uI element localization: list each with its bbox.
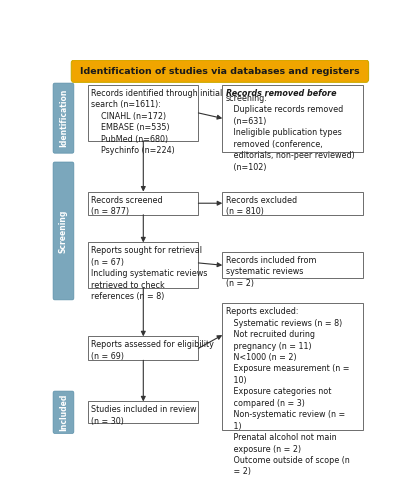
FancyBboxPatch shape (88, 85, 198, 141)
FancyBboxPatch shape (222, 85, 363, 152)
FancyBboxPatch shape (71, 60, 369, 82)
Text: Records excluded
(n = 810): Records excluded (n = 810) (225, 196, 297, 216)
FancyBboxPatch shape (88, 242, 198, 288)
Text: Identification: Identification (59, 89, 68, 148)
Text: Records identified through initial
search (n=1611):
    CINAHL (n=172)
    EMBAS: Records identified through initial searc… (91, 89, 222, 155)
Text: Identification of studies via databases and registers: Identification of studies via databases … (80, 66, 360, 76)
FancyBboxPatch shape (88, 402, 198, 422)
Text: Studies included in review
(n = 30): Studies included in review (n = 30) (91, 406, 197, 426)
FancyBboxPatch shape (222, 304, 363, 430)
FancyBboxPatch shape (222, 192, 363, 215)
FancyBboxPatch shape (53, 83, 74, 153)
FancyBboxPatch shape (53, 391, 74, 434)
Text: Reports assessed for eligibility
(n = 69): Reports assessed for eligibility (n = 69… (91, 340, 214, 360)
Text: screening:
   Duplicate records removed
   (n=631)
   Ineligible publication typ: screening: Duplicate records removed (n=… (225, 94, 354, 172)
FancyBboxPatch shape (88, 336, 198, 360)
Text: Reports sought for retrieval
(n = 67)
Including systematic reviews
retrieved to : Reports sought for retrieval (n = 67) In… (91, 246, 208, 301)
Text: Records removed before: Records removed before (225, 89, 336, 98)
Text: Reports excluded:
   Systematic reviews (n = 8)
   Not recruited during
   pregn: Reports excluded: Systematic reviews (n … (225, 307, 349, 476)
FancyBboxPatch shape (222, 252, 363, 278)
FancyBboxPatch shape (53, 162, 74, 300)
Text: Records screened
(n = 877): Records screened (n = 877) (91, 196, 163, 216)
Text: Records included from
systematic reviews
(n = 2): Records included from systematic reviews… (225, 256, 316, 288)
Text: Screening: Screening (59, 210, 68, 252)
Text: Included: Included (59, 394, 68, 431)
FancyBboxPatch shape (88, 192, 198, 215)
